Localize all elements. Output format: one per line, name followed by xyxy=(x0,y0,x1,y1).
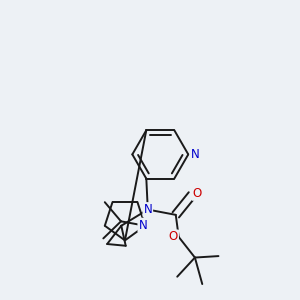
Text: O: O xyxy=(169,230,178,243)
Text: N: N xyxy=(138,219,147,232)
Text: O: O xyxy=(193,187,202,200)
Text: N: N xyxy=(143,203,152,216)
Text: N: N xyxy=(190,148,199,161)
